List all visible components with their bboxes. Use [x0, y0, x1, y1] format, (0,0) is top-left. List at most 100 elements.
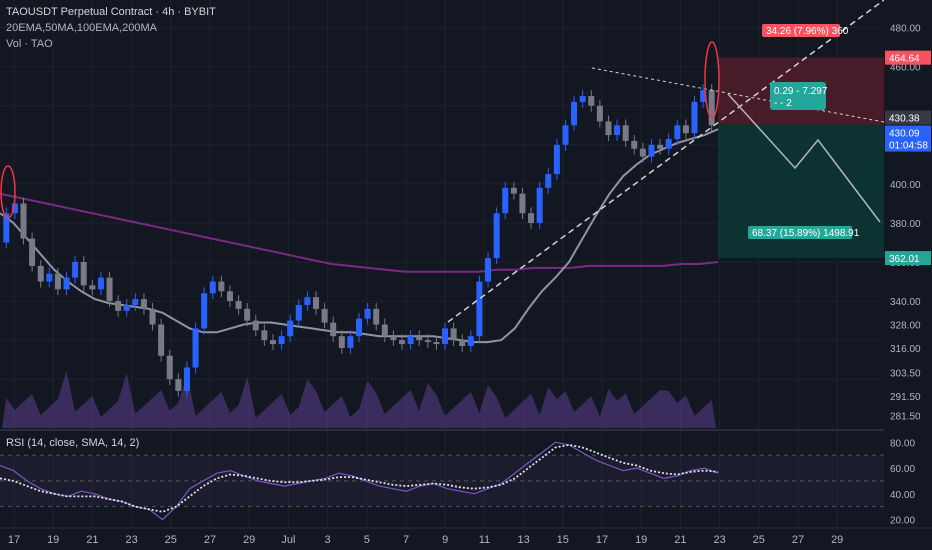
candle-body	[364, 308, 371, 319]
candle-body	[657, 144, 664, 149]
mid-price-tag-sub: 01:04:58	[889, 141, 928, 152]
candle-body	[295, 304, 302, 321]
time-tick-label: 9	[442, 534, 448, 546]
candle-body	[639, 148, 646, 157]
chart-symbol-title[interactable]: TAOUSDT Perpetual Contract · 4h · BYBIT	[6, 6, 216, 18]
candle-body	[665, 138, 672, 149]
candle-body	[261, 330, 268, 341]
candle-body	[149, 308, 156, 325]
moving-average-legend[interactable]: 20EMA,50MA,100EMA,200MA	[6, 22, 158, 34]
current-price-tag-label: 430.38	[889, 114, 920, 125]
top-highlight-ellipse	[0, 165, 16, 219]
time-tick-label: 11	[479, 534, 490, 546]
candle-body	[11, 203, 18, 214]
rsi-signal-line	[0, 443, 719, 513]
candle-body	[37, 265, 44, 282]
candle-body	[304, 297, 311, 305]
candle-body	[140, 299, 147, 309]
time-tick-label: 27	[204, 534, 216, 546]
rsi-tick-label: 60.00	[890, 464, 915, 475]
candle-body	[510, 187, 517, 194]
mid-price-tag-label: 430.09	[889, 129, 920, 140]
time-tick-label: 5	[364, 534, 370, 546]
time-tick-label: 19	[635, 534, 647, 546]
ma200-line	[0, 192, 719, 273]
candle-body	[244, 308, 251, 321]
candle-body	[97, 277, 104, 290]
candle-body	[166, 355, 173, 380]
time-tick-label: 3	[325, 534, 331, 546]
time-tick-label: 21	[86, 534, 98, 546]
candle-body	[459, 340, 466, 346]
candle-body	[631, 140, 638, 149]
time-tick-label: 17	[8, 534, 20, 546]
time-tick-label: 25	[753, 534, 765, 546]
current-price-tag	[885, 110, 931, 125]
candle-body	[235, 301, 242, 309]
stop-label-bg	[748, 226, 852, 239]
candle-body	[700, 90, 707, 102]
candle-body	[691, 101, 698, 134]
candle-body	[708, 90, 715, 126]
candle-body	[545, 174, 552, 188]
price-tick-label: 303.50	[890, 368, 921, 379]
time-tick-label: 19	[47, 534, 59, 546]
entry-label-1: 0.29 - 7.297	[774, 86, 828, 97]
candle-body	[269, 340, 276, 345]
rsi-tick-label: 20.00	[890, 516, 915, 527]
candle-body	[493, 213, 500, 259]
candle-body	[399, 340, 406, 345]
candle-body	[209, 281, 216, 294]
recent-highlight-ellipse	[704, 41, 720, 119]
stop-label: 68.37 (15.89%) 1498.91	[752, 228, 860, 239]
price-axis-bg	[884, 0, 932, 550]
volume-area	[2, 371, 716, 428]
price-tick-label: 460.00	[890, 63, 921, 74]
candle-body	[588, 96, 595, 106]
candle-body	[381, 324, 388, 337]
candle-body	[605, 121, 612, 136]
candle-body	[442, 328, 449, 345]
price-tick-label: 281.50	[890, 411, 921, 422]
time-tick-label: 25	[165, 534, 177, 546]
candle-body	[682, 125, 689, 134]
candle-body	[158, 324, 165, 356]
candle-body	[132, 299, 139, 305]
candle-body	[373, 308, 380, 325]
rsi-tick-label: 80.00	[890, 438, 915, 449]
candle-body	[485, 258, 492, 282]
upper-price-tag	[885, 50, 931, 65]
candle-body	[450, 328, 457, 341]
candle-body	[424, 340, 431, 343]
candle-body	[674, 125, 681, 139]
time-tick-label: 27	[792, 534, 804, 546]
rsi-line	[0, 441, 719, 521]
ascending-trendline	[447, 0, 885, 323]
time-tick-label: 13	[517, 534, 529, 546]
time-tick-label: 21	[674, 534, 686, 546]
candle-body	[278, 336, 285, 345]
lower-price-tag	[885, 251, 931, 266]
candle-body	[614, 125, 621, 136]
candle-body	[312, 297, 319, 309]
volume-legend[interactable]: Vol · TAO	[6, 38, 53, 50]
candle-body	[226, 291, 233, 302]
candle-body	[579, 96, 586, 102]
candle-body	[416, 336, 423, 341]
candle-body	[252, 320, 259, 331]
price-tick-label: 316.00	[890, 344, 921, 355]
candle-body	[321, 308, 328, 323]
price-tick-label: 400.00	[890, 180, 921, 191]
time-tick-label: 17	[596, 534, 608, 546]
price-tick-label: 480.00	[890, 24, 921, 35]
candle-body	[175, 379, 182, 391]
candle-body	[218, 281, 225, 292]
candle-body	[63, 277, 70, 290]
rsi-legend[interactable]: RSI (14, close, SMA, 14, 2)	[6, 437, 140, 449]
target-label: 34.26 (7.96%) 360	[766, 26, 849, 37]
candle-body	[183, 367, 190, 391]
candle-body	[72, 262, 79, 278]
candle-body	[553, 144, 560, 175]
candle-body	[536, 187, 543, 223]
